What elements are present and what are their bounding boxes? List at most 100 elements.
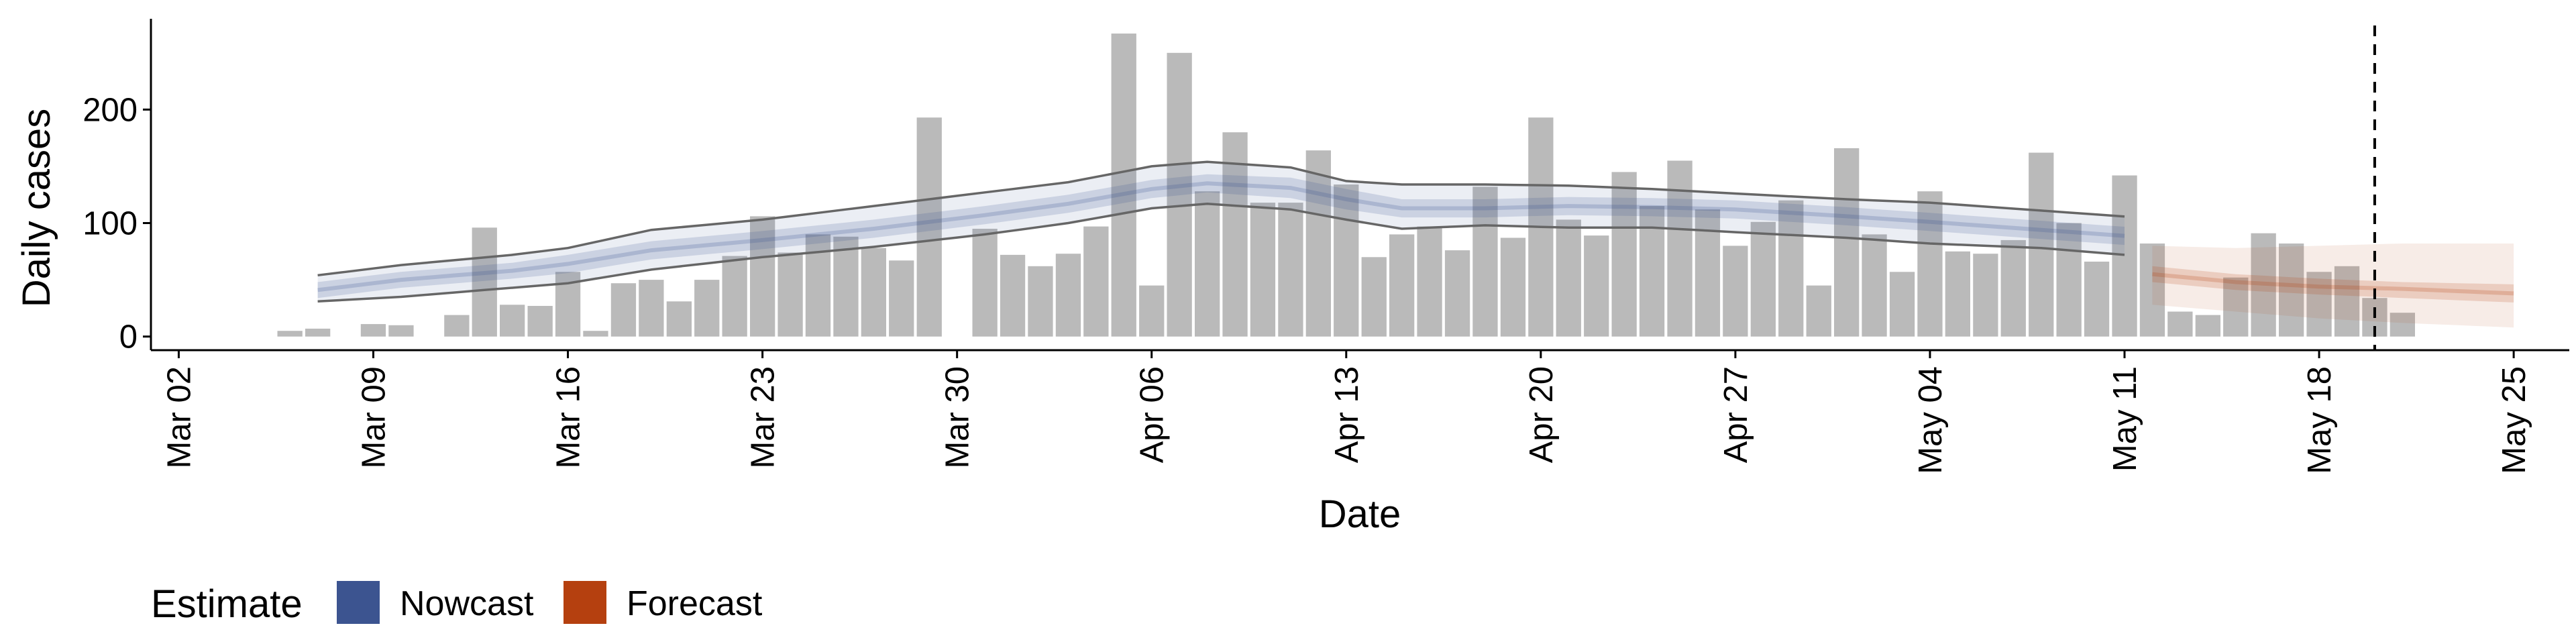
case-bar <box>277 331 303 337</box>
nowcast-upper-bound-line <box>317 160 2125 277</box>
legend-label-forecast: Forecast <box>627 584 763 623</box>
case-bar <box>889 260 914 337</box>
case-bar <box>861 248 886 337</box>
x-tick-label: May 11 <box>2107 366 2143 472</box>
x-tick-label: Mar 23 <box>745 366 782 469</box>
x-tick-label: May 25 <box>2496 366 2532 474</box>
case-bar <box>1361 257 1387 337</box>
case-bar <box>1778 200 1804 337</box>
case-bar <box>444 315 470 337</box>
case-bar <box>1139 285 1165 337</box>
y-tick-label: 0 <box>119 319 138 356</box>
case-bar <box>833 236 859 337</box>
nowcast-lower-bound-line <box>317 203 2125 303</box>
case-bar <box>1444 250 1470 337</box>
case-bar <box>388 325 414 337</box>
case-bar <box>750 216 775 337</box>
case-bar <box>2390 313 2415 337</box>
case-bar <box>1723 246 1748 337</box>
estimate-bands <box>317 160 2514 328</box>
y-axis-title: Daily cases <box>15 109 58 308</box>
forecast-median-line <box>2152 272 2514 296</box>
case-bar <box>1167 52 1192 337</box>
x-tick-label: Apr 20 <box>1523 366 1560 463</box>
case-bar <box>500 305 525 337</box>
legend-title: Estimate <box>151 582 303 626</box>
case-bar <box>2029 152 2054 337</box>
case-bar <box>2334 266 2360 337</box>
forecast-outer-band <box>2152 244 2514 328</box>
case-bar <box>1889 272 1915 337</box>
legend: Estimate Nowcast Forecast <box>151 581 763 626</box>
case-bar <box>2195 315 2220 337</box>
x-tick-label: Mar 09 <box>356 366 392 469</box>
x-tick-label: May 18 <box>2302 366 2338 474</box>
case-bar <box>472 227 497 337</box>
y-tick-label: 200 <box>83 92 138 128</box>
case-bar <box>360 324 386 337</box>
case-bar <box>2084 262 2110 337</box>
forecast-inner-band <box>2152 266 2514 303</box>
case-bar <box>2279 244 2304 337</box>
case-bar <box>2112 175 2137 337</box>
case-bar <box>1417 226 1442 337</box>
case-bar <box>777 252 803 337</box>
nowcast-inner-band <box>317 174 2125 299</box>
case-bar <box>610 283 637 337</box>
axes <box>150 19 2569 352</box>
x-axis-title: Date <box>1319 492 1401 536</box>
case-bar <box>1472 186 1498 337</box>
case-bar <box>1250 203 1276 337</box>
x-tick-label: Mar 30 <box>940 366 976 469</box>
case-bar <box>2223 277 2249 337</box>
case-bar <box>1195 191 1220 337</box>
case-bar <box>1500 237 1526 337</box>
case-bar <box>527 306 553 337</box>
case-bar <box>1000 254 1026 337</box>
case-bar <box>1806 285 1831 337</box>
case-bar <box>1556 219 1581 337</box>
case-bar <box>1862 234 1887 337</box>
daily-case-bars <box>277 34 2415 337</box>
nowcast-outer-band <box>317 162 2125 302</box>
case-bar <box>1278 203 1303 337</box>
case-bar <box>1055 254 1081 337</box>
legend-swatch-forecast <box>564 581 606 624</box>
y-tick-label: 100 <box>83 206 138 242</box>
case-bar <box>2306 272 2332 337</box>
x-tick-label: Apr 27 <box>1718 366 1754 463</box>
case-bar <box>2056 223 2082 337</box>
nowcast-median-line <box>317 181 2125 292</box>
case-bar <box>2139 244 2165 337</box>
x-axis-ticks: Mar 02 Mar 09 Mar 16 Mar 23 Mar 30 Apr 06 Apr … <box>161 350 2532 474</box>
x-tick-label: Mar 02 <box>161 366 197 469</box>
x-tick-label: May 04 <box>1913 366 1949 474</box>
case-bar <box>2251 233 2276 337</box>
case-bar <box>694 280 720 337</box>
case-bar <box>1584 235 1609 337</box>
x-tick-label: Mar 16 <box>551 366 587 469</box>
case-bar <box>1389 234 1415 337</box>
case-bar <box>916 117 942 337</box>
case-bar <box>1917 191 1943 337</box>
case-bar <box>1305 150 1331 337</box>
case-bar <box>1750 221 1776 337</box>
case-bar <box>1222 132 1248 337</box>
x-tick-label: Apr 13 <box>1329 366 1365 463</box>
case-bar <box>639 280 664 337</box>
x-tick-label: Apr 06 <box>1134 366 1171 463</box>
case-bar <box>1973 254 1998 337</box>
case-bar <box>1945 251 1970 337</box>
case-bar <box>2167 311 2193 337</box>
case-bar <box>1334 184 1359 337</box>
case-bar <box>722 256 747 337</box>
case-bar <box>1611 172 1637 337</box>
case-bar <box>1028 266 1053 337</box>
case-bar <box>1083 226 1109 337</box>
y-axis-ticks: 0 100 200 <box>83 92 151 356</box>
legend-swatch-nowcast <box>337 581 380 624</box>
case-bar <box>2000 239 2026 337</box>
case-bar <box>583 331 608 337</box>
case-bar <box>1667 160 1693 337</box>
